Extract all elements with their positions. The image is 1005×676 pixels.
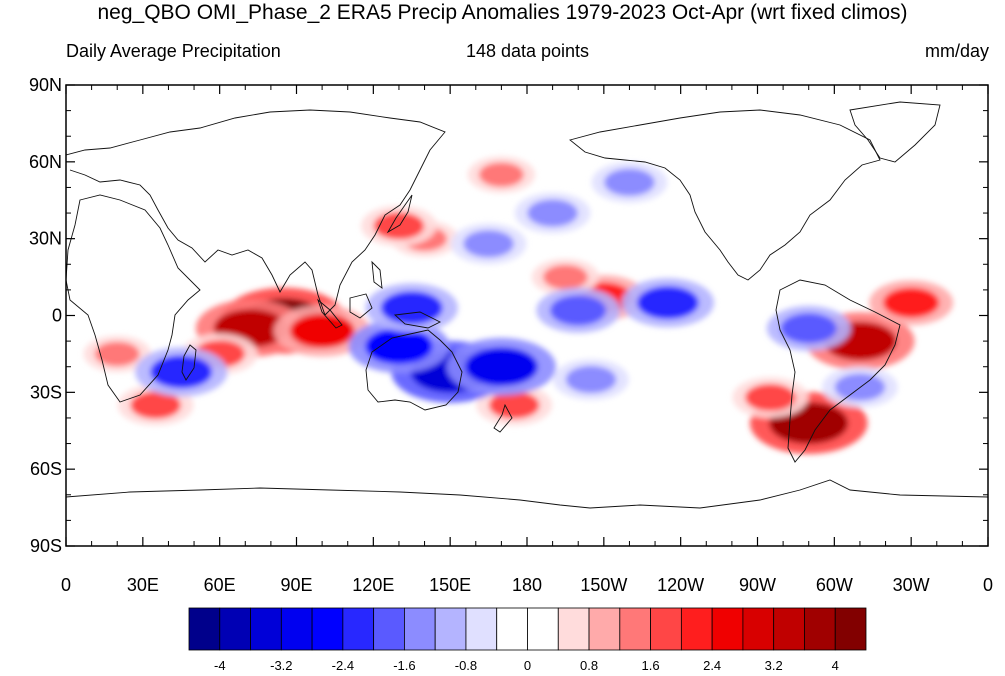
lat-tick-label: 0	[52, 306, 62, 326]
coastline-new-zealand	[493, 403, 513, 433]
anomaly-core	[365, 328, 433, 365]
anomaly-core	[527, 199, 578, 227]
anomaly-core	[745, 383, 796, 412]
colorbar-swatch	[834, 607, 867, 651]
anomaly-core	[780, 313, 837, 344]
colorbar-label: 0	[524, 658, 531, 673]
colorbar-swatch	[742, 607, 775, 651]
colorbar-swatch	[496, 607, 528, 651]
coastline-north-america	[569, 109, 881, 281]
coastlines	[66, 101, 988, 509]
coastline-japan	[386, 194, 413, 234]
anomaly-core	[464, 347, 538, 386]
coastline-eurasia	[66, 109, 446, 316]
lon-tick-label: 60E	[204, 575, 236, 595]
colorbar-swatch	[804, 607, 836, 651]
lon-tick-label: 120W	[657, 575, 704, 595]
lat-tick-label: 90N	[29, 75, 62, 95]
colorbar-label: 4	[832, 658, 839, 673]
coastline-madagascar	[181, 344, 197, 381]
colorbar-swatch	[711, 607, 744, 651]
anomaly-core	[380, 291, 443, 325]
colorbar-label: -1.6	[393, 658, 415, 673]
anomaly-field	[83, 156, 954, 454]
colorbar-swatch	[311, 607, 344, 651]
chart-title: neg_QBO OMI_Phase_2 ERA5 Precip Anomalie…	[97, 1, 908, 24]
lat-tick-label: 90S	[30, 536, 62, 556]
variable-label: Daily Average Precipitation	[66, 41, 281, 61]
colorbar-swatch	[188, 607, 221, 651]
anomaly-core	[130, 391, 181, 419]
colorbar-label: -4	[214, 658, 226, 673]
colorbar-swatch	[219, 607, 251, 651]
colorbar-label: 2.4	[703, 658, 721, 673]
lon-tick-label: 0	[61, 575, 71, 595]
coastline-south-america	[775, 279, 901, 463]
axes: 90N 60N 30N 0 30S 60S 90S 0 30E 60E 90E 120E 150E 180…	[29, 75, 993, 595]
lon-tick-label: 90E	[280, 575, 312, 595]
lat-tick-label: 30N	[29, 229, 62, 249]
lon-tick-label: 30E	[127, 575, 159, 595]
anomaly-core	[94, 341, 140, 367]
colorbar-swatch	[527, 607, 559, 651]
anomaly-core	[604, 168, 655, 196]
lon-tick-label: 0	[983, 575, 993, 595]
anomaly-core	[883, 287, 940, 318]
coastline-antarctica	[66, 479, 988, 509]
colorbar-swatch	[680, 607, 713, 651]
colorbar-label: -0.8	[455, 658, 477, 673]
colorbar-swatch	[588, 607, 621, 651]
lon-tick-label: 60W	[816, 575, 853, 595]
colorbar-swatch	[434, 607, 467, 651]
anomaly-core	[150, 355, 213, 389]
coastline-new-guinea	[393, 311, 442, 329]
anomaly-core	[637, 286, 699, 320]
anomaly-core	[565, 365, 617, 394]
lon-tick-label: 150E	[429, 575, 471, 595]
coastline-australia	[365, 329, 463, 411]
coastline-borneo	[349, 293, 373, 319]
colorbar-swatch	[342, 607, 375, 651]
colorbar-swatch	[773, 607, 805, 651]
anomaly-core	[289, 313, 355, 348]
data-points-label: 148 data points	[465, 41, 590, 61]
colorbar-swatch	[373, 607, 405, 651]
lon-tick-label: 90W	[739, 575, 776, 595]
colorbar-swatch	[619, 607, 651, 651]
coastline-sumatra	[317, 298, 343, 329]
colorbar-swatch	[404, 607, 436, 651]
colorbar-label: 3.2	[765, 658, 783, 673]
coastline-philippines	[371, 260, 383, 289]
colorbar: -4 -3.2 -2.4 -1.6 -0.8 0 0.8 1.6 2.4 3.2 4	[188, 607, 867, 673]
lat-tick-label: 60N	[29, 152, 62, 172]
colorbar-swatch	[650, 607, 682, 651]
colorbar-label: 1.6	[642, 658, 660, 673]
colorbar-swatch	[557, 607, 590, 651]
colorbar-label: 0.8	[580, 658, 598, 673]
anomaly-core	[543, 264, 588, 290]
anomaly-core	[463, 230, 514, 258]
lon-tick-label: 120E	[352, 575, 394, 595]
coastline-africa	[66, 194, 201, 403]
lon-tick-label: 150W	[580, 575, 627, 595]
colorbar-swatch	[250, 607, 282, 651]
plot-area	[66, 85, 988, 546]
units-label: mm/day	[924, 41, 989, 61]
colorbar-label: -3.2	[270, 658, 292, 673]
lon-tick-label: 30W	[893, 575, 930, 595]
anomaly-core	[488, 391, 540, 419]
anomaly-core	[478, 162, 524, 187]
lat-tick-label: 60S	[30, 459, 62, 479]
colorbar-swatch	[465, 607, 498, 651]
anomaly-core	[550, 295, 607, 326]
colorbar-swatch	[280, 607, 313, 651]
coastline-greenland	[849, 101, 941, 163]
lon-tick-label: 180	[512, 575, 542, 595]
colorbar-label: -2.4	[332, 658, 354, 673]
lat-tick-label: 30S	[30, 382, 62, 402]
